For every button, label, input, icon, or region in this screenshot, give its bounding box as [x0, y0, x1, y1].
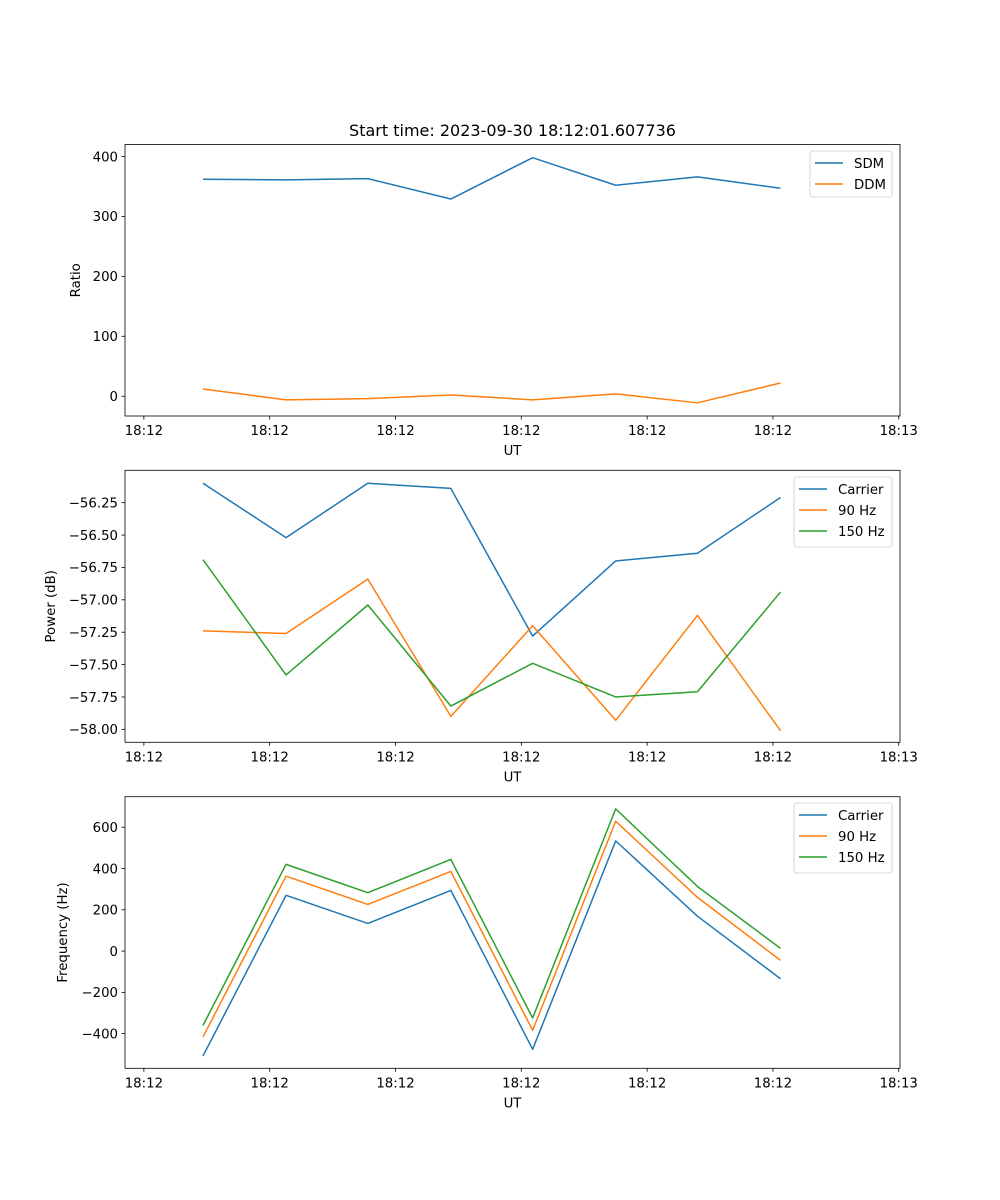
y-tick-label: 300 [93, 210, 118, 225]
y-tick-label: −400 [81, 1027, 118, 1042]
subplot-1: 18:12 18:12 18:12 18:12 18:12 18:12 18:13 0 100 2… [69, 144, 918, 459]
axes-frame [124, 469, 901, 743]
x-tick-label: 18:12 [251, 1076, 289, 1091]
y-tick-label: 0 [110, 390, 118, 405]
y-tick-label: −200 [81, 986, 118, 1001]
y-tick-label: 0 [110, 945, 118, 960]
legend-label: Carrier [838, 809, 884, 824]
legend-label: 90 Hz [838, 830, 876, 845]
series-line-150-hz [202, 559, 782, 707]
y-axis-label: Frequency (Hz) [56, 882, 71, 982]
x-tick-label: 18:12 [125, 424, 163, 439]
x-axis-label: UT [504, 1096, 523, 1111]
y-tick-label: −58.00 [69, 723, 118, 738]
legend-box [793, 802, 893, 874]
y-tick-label: −56.50 [69, 529, 118, 544]
x-tick-label: 18:12 [502, 424, 540, 439]
x-tick-label: 18:12 [502, 1076, 540, 1091]
legend: SDM DDM [809, 150, 893, 198]
y-tick-label: −56.25 [69, 496, 118, 511]
axes-frame [124, 796, 901, 1069]
y-tick-label: 100 [93, 330, 118, 345]
series-line-90-hz [202, 820, 781, 1038]
x-tick-label: 18:12 [628, 1076, 666, 1091]
y-tick-label: 200 [93, 270, 118, 285]
subplot-3: 18:12 18:12 18:12 18:12 18:12 18:12 18:13 −400 −… [56, 796, 918, 1111]
legend-label: DDM [854, 178, 886, 193]
y-tick-label: 400 [93, 150, 118, 165]
y-axis-label: Ratio [69, 263, 84, 297]
x-tick-label: 18:12 [502, 750, 540, 765]
x-tick-label: 18:13 [880, 424, 918, 439]
y-axis-label: Power (dB) [44, 570, 59, 642]
x-tick-label: 18:12 [628, 750, 666, 765]
x-tick-label: 18:12 [251, 424, 289, 439]
x-tick-label: 18:12 [754, 424, 792, 439]
y-tick-label: −56.75 [69, 561, 118, 576]
x-tick-label: 18:13 [880, 1076, 918, 1091]
x-tick-label: 18:12 [628, 424, 666, 439]
y-tick-label: 600 [93, 821, 118, 836]
legend-label: 90 Hz [838, 504, 876, 519]
y-tick-label: −57.75 [69, 691, 118, 706]
x-tick-label: 18:12 [754, 1076, 792, 1091]
series-line-ddm [202, 382, 781, 404]
subplot-2: 18:12 18:12 18:12 18:12 18:12 18:12 18:13 −56.2… [44, 469, 918, 785]
y-tick-label: 400 [93, 862, 118, 877]
x-tick-label: 18:12 [125, 1076, 163, 1091]
x-tick-label: 18:13 [880, 750, 918, 765]
y-tick-label: −57.25 [69, 626, 118, 641]
legend: Carrier 90 Hz 150 Hz [793, 802, 893, 874]
legend: Carrier 90 Hz 150 Hz [793, 476, 893, 548]
legend-label: 150 Hz [838, 525, 885, 540]
legend-label: 150 Hz [838, 851, 885, 866]
series-line-150-hz [202, 808, 781, 1026]
series-line-carrier [202, 840, 781, 1057]
series-line-90-hz [202, 578, 782, 732]
x-axis-label: UT [504, 770, 523, 785]
axes-frame [124, 144, 901, 417]
figure-title: Start time: 2023-09-30 18:12:01.607736 [349, 121, 676, 140]
y-tick-label: −57.00 [69, 594, 118, 609]
x-tick-label: 18:12 [376, 424, 414, 439]
x-tick-label: 18:12 [251, 750, 289, 765]
x-tick-label: 18:12 [754, 750, 792, 765]
legend-label: SDM [854, 157, 884, 172]
y-tick-label: 200 [93, 904, 118, 919]
series-line-carrier [202, 482, 781, 637]
y-tick-label: −57.50 [69, 658, 118, 673]
x-tick-label: 18:12 [125, 750, 163, 765]
series-line-sdm [202, 156, 781, 200]
legend-label: Carrier [838, 483, 884, 498]
x-tick-label: 18:12 [376, 750, 414, 765]
x-axis-label: UT [504, 444, 523, 459]
x-tick-label: 18:12 [376, 1076, 414, 1091]
legend-box [793, 476, 893, 548]
